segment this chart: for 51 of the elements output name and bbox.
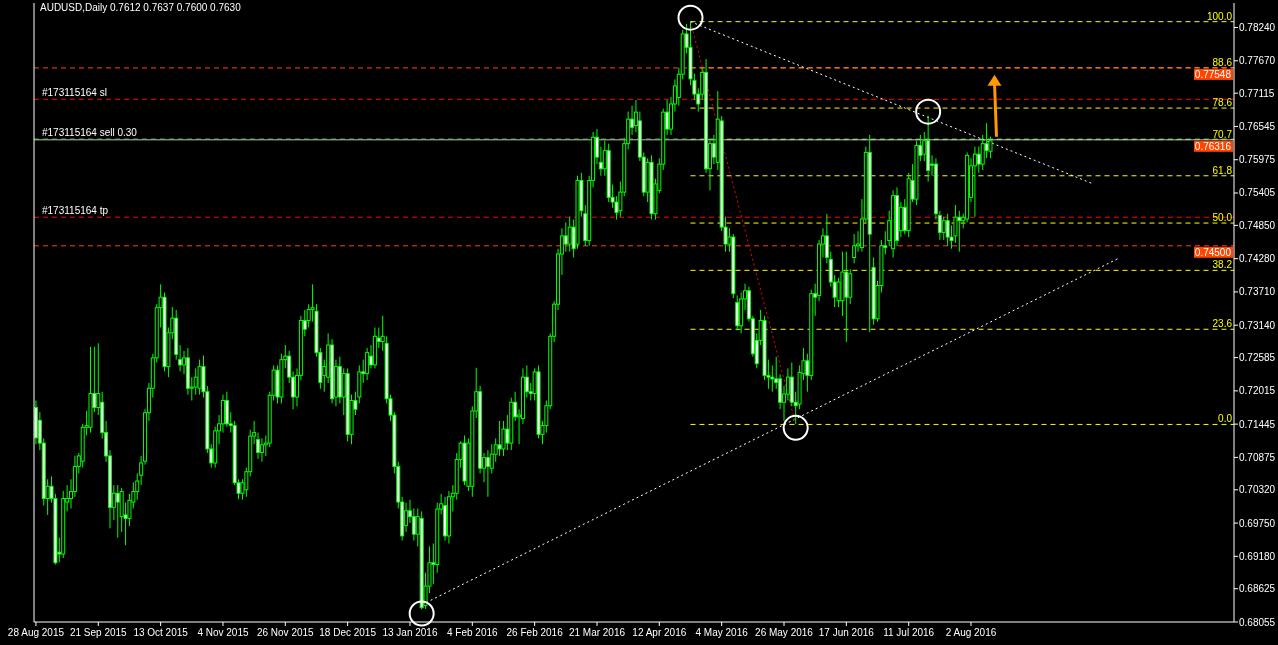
ref-line-label: 0.76316 — [1194, 140, 1232, 152]
x-tick-label: 21 Sep 2015 — [69, 627, 128, 638]
x-tick-label: 4 Feb 2016 — [447, 627, 499, 638]
annotation: 50.0 — [1212, 212, 1233, 224]
y-tick-label: 0.74280 — [1239, 253, 1276, 265]
y-tick-label: 0.77115 — [1239, 87, 1275, 99]
ref-line-label: #173115164 sl — [42, 87, 107, 99]
y-tick-label: 0.71445 — [1239, 418, 1276, 430]
x-tick-label: 26 Nov 2015 — [256, 627, 315, 638]
annotation: 0.0 — [1218, 413, 1233, 425]
annotation: 70.7 — [1212, 128, 1233, 140]
y-tick-label: 0.72015 — [1239, 385, 1276, 397]
y-tick-label: 0.68625 — [1239, 583, 1276, 595]
x-tick-label: 2 Aug 2016 — [945, 627, 997, 638]
y-tick-label: 0.69750 — [1239, 517, 1276, 529]
y-tick-label: 0.69180 — [1239, 550, 1276, 562]
x-tick-label: 4 May 2016 — [695, 627, 749, 638]
y-tick-label: 0.73710 — [1239, 286, 1276, 298]
chart-title: AUDUSD,Daily 0.7612 0.7637 0.7600 0.7630 — [40, 2, 242, 13]
x-tick-label: 21 Mar 2016 — [568, 627, 626, 638]
ref-line-label: #173115164 tp — [42, 205, 109, 217]
x-tick-label: 18 Dec 2015 — [319, 627, 377, 638]
x-tick-label: 13 Oct 2015 — [133, 627, 189, 638]
y-tick-label: 0.72585 — [1239, 352, 1276, 364]
x-tick-label: 4 Nov 2015 — [197, 627, 249, 638]
y-tick-label: 0.73140 — [1239, 319, 1276, 331]
annotation: 78.6 — [1212, 97, 1233, 109]
y-tick-label: 0.78240 — [1239, 22, 1276, 34]
x-tick-label: 17 Jun 2016 — [818, 627, 875, 638]
x-tick-label: 26 May 2016 — [755, 627, 814, 638]
annotation: 100.0 — [1206, 10, 1233, 22]
y-tick-label: 0.74850 — [1239, 219, 1276, 231]
annotation: 61.8 — [1212, 164, 1233, 176]
x-tick-label: 28 Aug 2015 — [7, 627, 65, 638]
y-tick-label: 0.77670 — [1239, 55, 1276, 67]
x-tick-label: 13 Jan 2016 — [382, 627, 438, 638]
annotation: 88.6 — [1212, 56, 1233, 68]
annotation: 23.6 — [1212, 318, 1233, 330]
y-tick-label: 0.70320 — [1239, 484, 1276, 496]
ref-line-label: #173115164 sell 0.30 — [42, 127, 138, 138]
y-tick-label: 0.75405 — [1239, 187, 1276, 199]
x-tick-label: 11 Jul 2016 — [883, 627, 935, 638]
y-tick-label: 0.68055 — [1239, 616, 1276, 628]
ref-line-label: 0.77548 — [1194, 68, 1232, 80]
annotation: 38.2 — [1212, 259, 1233, 271]
x-tick-label: 12 Apr 2016 — [632, 627, 687, 638]
x-tick-label: 26 Feb 2016 — [506, 627, 564, 638]
y-tick-label: 0.70875 — [1239, 451, 1276, 463]
y-tick-label: 0.75975 — [1239, 154, 1276, 166]
y-tick-label: 0.76545 — [1239, 120, 1276, 132]
ref-line-label: 0.74500 — [1194, 246, 1232, 258]
